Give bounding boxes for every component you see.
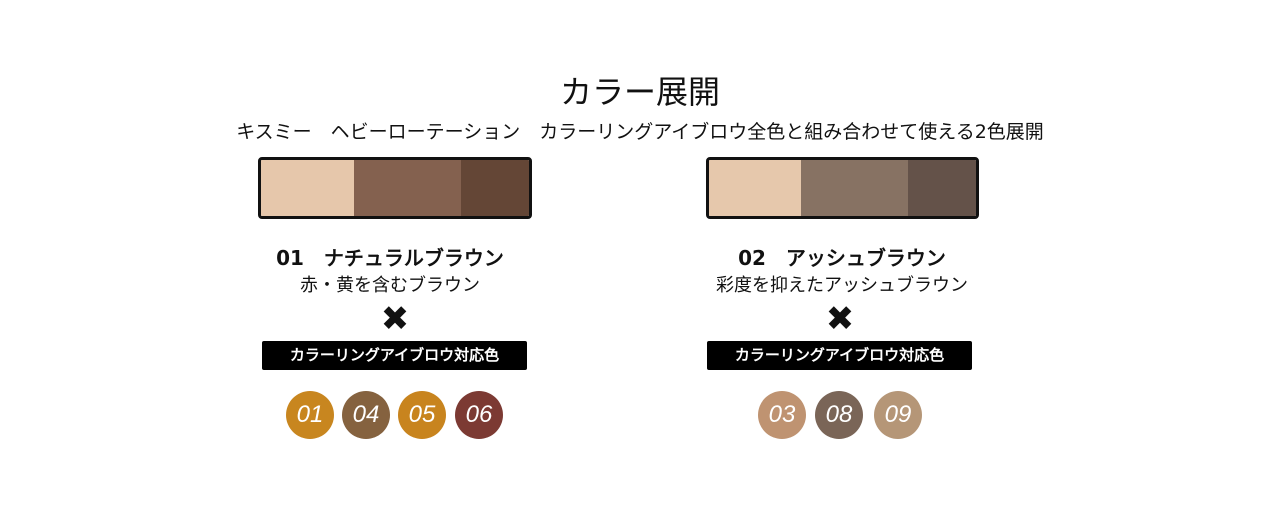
page-title: カラー展開 [559,73,720,111]
palette-natural-brown [258,157,532,219]
product-name: 02 アッシュブラウン [738,246,946,270]
shade-circle: 08 [815,391,863,439]
palette-swatch [908,160,976,216]
palette-swatch [461,160,529,216]
cross-icon: ✖ [825,299,855,339]
page-subtitle: キスミー ヘビーローテーション カラーリングアイブロウ全色と組み合わせて使える2… [236,121,1044,143]
shade-circle: 09 [874,391,922,439]
shade-circle: 01 [286,391,334,439]
shade-circle: 04 [342,391,390,439]
shade-circle: 03 [758,391,806,439]
product-name: 01 ナチュラルブラウン [276,246,504,270]
cross-icon: ✖ [380,299,410,339]
product-description: 赤・黄を含むブラウン [300,275,480,296]
shade-circle: 05 [398,391,446,439]
shade-circle: 06 [455,391,503,439]
product-description: 彩度を抑えたアッシュブラウン [716,275,968,296]
palette-swatch [261,160,354,216]
compat-label: カラーリングアイブロウ対応色 [707,341,972,370]
palette-swatch [354,160,461,216]
palette-swatch [709,160,801,216]
palette-swatch [801,160,908,216]
palette-ash-brown [706,157,979,219]
compat-label: カラーリングアイブロウ対応色 [262,341,527,370]
